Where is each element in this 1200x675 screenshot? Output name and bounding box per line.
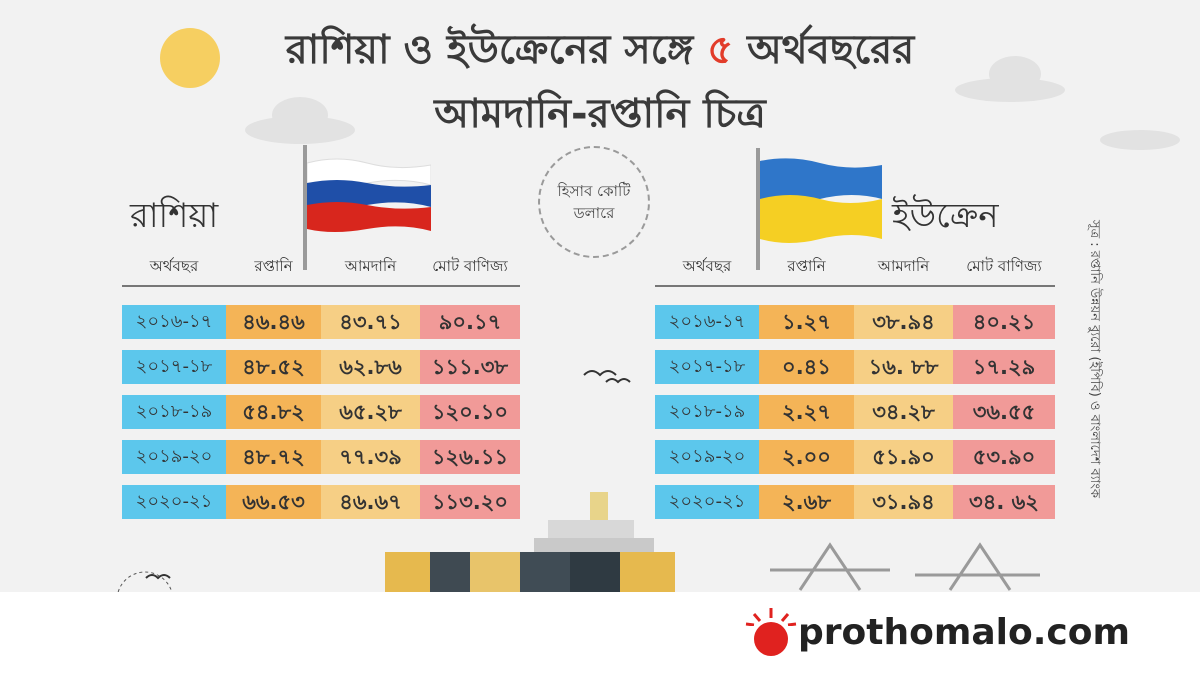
cell-import: ৪৩.৭১: [321, 305, 420, 339]
unit-note: হিসাব কোটি ডলারে: [538, 146, 650, 258]
sun-icon: [160, 28, 220, 88]
unit-line1: হিসাব কোটি: [557, 182, 631, 200]
title-five-highlight: ৫: [707, 27, 734, 73]
cell-import: ৫১.৯০: [854, 440, 953, 474]
header-rule: [655, 285, 1055, 287]
cell-year: ২০১৮-১৯: [122, 395, 226, 429]
country-label-ukraine: ইউক্রেন: [892, 196, 999, 236]
cell-export: ৬৬.৫৩: [226, 485, 321, 519]
cell-total: ১৭.২৯: [953, 350, 1055, 384]
ukraine-flag-icon: [760, 158, 882, 243]
cell-export: ১.২৭: [759, 305, 854, 339]
cell-total: ১২৬.১১: [420, 440, 520, 474]
col-header-export: রপ্তানি: [254, 257, 293, 275]
cell-export: ৪৬.৪৬: [226, 305, 321, 339]
cell-total: ১১৩.২০: [420, 485, 520, 519]
cell-year: ২০১৭-১৮: [655, 350, 759, 384]
cell-year: ২০২০-২১: [122, 485, 226, 519]
cell-import: ১৬. ৮৮: [854, 350, 953, 384]
cell-year: ২০১৭-১৮: [122, 350, 226, 384]
col-header-export: রপ্তানি: [787, 257, 826, 275]
country-label-russia: রাশিয়া: [130, 196, 219, 236]
cell-import: ৩১.৯৪: [854, 485, 953, 519]
col-header-total: মোট বাণিজ্য: [432, 257, 508, 275]
chart-title-line2: আমদানি-রপ্তানি চিত্র: [434, 91, 766, 137]
cell-total: ৯০.১৭: [420, 305, 520, 339]
russia-flag-icon: [307, 158, 431, 232]
cell-export: ৪৮.৫২: [226, 350, 321, 384]
title-text-part1: রাশিয়া ও ইউক্রেনের সঙ্গে: [285, 27, 694, 73]
cell-total: ৪০.২১: [953, 305, 1055, 339]
footer-bar: [0, 592, 1200, 675]
cell-import: ৬৫.২৮: [321, 395, 420, 429]
cell-total: ১২০.১০: [420, 395, 520, 429]
cell-export: ২.৬৮: [759, 485, 854, 519]
source-note: সূত্র : রপ্তানি উন্নয়ন ব্যুরো (ইপিবি) ও…: [1082, 220, 1112, 530]
cell-import: ৩৪.২৮: [854, 395, 953, 429]
cell-export: ০.৪১: [759, 350, 854, 384]
cell-export: ৫৪.৮২: [226, 395, 321, 429]
cell-total: ১১১.৩৮: [420, 350, 520, 384]
birds-icon: [145, 370, 631, 580]
col-header-total: মোট বাণিজ্য: [966, 257, 1042, 275]
cell-import: ৪৬.৬৭: [321, 485, 420, 519]
flag-pole-russia: [303, 145, 307, 270]
unit-line2: ডলারে: [573, 204, 615, 222]
prothomalo-logo-icon: [754, 622, 788, 656]
cell-year: ২০১৬-১৭: [655, 305, 759, 339]
logo-rays-icon: [745, 608, 797, 626]
cloud-icon: [245, 56, 1180, 150]
cell-year: ২০১৮-১৯: [655, 395, 759, 429]
source-text: সূত্র : রপ্তানি উন্নয়ন ব্যুরো (ইপিবি) ও…: [1087, 220, 1102, 499]
cell-total: ৫৩.৯০: [953, 440, 1055, 474]
cell-export: ৪৮.৭২: [226, 440, 321, 474]
cell-year: ২০২০-২১: [655, 485, 759, 519]
col-header-year: অর্থবছর: [149, 257, 199, 275]
chart-title-line1: রাশিয়া ও ইউক্রেনের সঙ্গে ৫ অর্থবছরের: [0, 18, 1200, 85]
cell-import: ৬২.৮৬: [321, 350, 420, 384]
cell-total: ৩৬.৫৫: [953, 395, 1055, 429]
cell-export: ২.০০: [759, 440, 854, 474]
col-header-year: অর্থবছর: [682, 257, 732, 275]
col-header-import: আমদানি: [344, 257, 397, 275]
crane-icon: [770, 542, 1040, 591]
title-text-part2: অর্থবছরের: [747, 27, 915, 73]
col-header-import: আমদানি: [877, 257, 930, 275]
header-rule: [122, 285, 520, 287]
cell-year: ২০১৬-১৭: [122, 305, 226, 339]
cell-export: ২.২৭: [759, 395, 854, 429]
flag-pole-ukraine: [756, 148, 760, 270]
ship-icon: [385, 492, 675, 592]
cell-year: ২০১৯-২০: [122, 440, 226, 474]
cell-import: ৩৮.৯৪: [854, 305, 953, 339]
cell-total: ৩৪. ৬২: [953, 485, 1055, 519]
brand-wordmark[interactable]: prothomalo.com: [798, 612, 1130, 653]
cell-import: ৭৭.৩৯: [321, 440, 420, 474]
cell-year: ২০১৯-২০: [655, 440, 759, 474]
